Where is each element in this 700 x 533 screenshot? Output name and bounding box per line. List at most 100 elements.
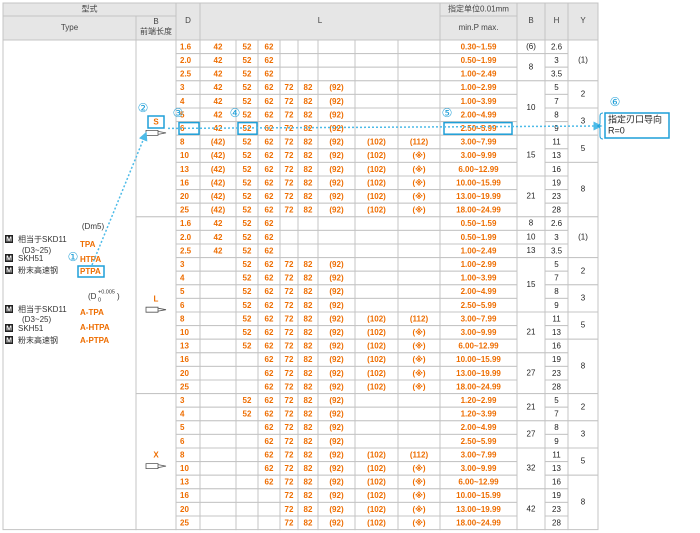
l-text: 82	[304, 151, 313, 160]
y-cell	[567, 393, 599, 422]
h-text: 13	[552, 464, 561, 473]
l-cell	[297, 53, 319, 68]
l-text: 72	[285, 151, 294, 160]
mark: M	[6, 306, 12, 313]
l-cell	[257, 515, 281, 531]
p-text: 1.00~2.49	[461, 246, 497, 255]
l-cell	[199, 352, 237, 367]
l-text: 52	[243, 233, 252, 242]
b-cell	[516, 447, 546, 490]
marker: ②	[138, 101, 149, 115]
l-cell	[354, 107, 399, 123]
l-text: (92)	[329, 301, 344, 310]
l-text: (92)	[329, 206, 344, 215]
l-text: 82	[304, 260, 313, 269]
l-cell	[354, 297, 399, 313]
y-text: 5	[581, 321, 586, 330]
d-text: 2.0	[180, 233, 192, 242]
h-text: 5	[554, 396, 559, 405]
mark-box	[5, 324, 13, 332]
l-text: 82	[304, 274, 313, 283]
highlight-box	[443, 121, 513, 135]
l-text: 82	[304, 437, 313, 446]
l-text: 62	[265, 42, 274, 51]
l-cell	[279, 229, 299, 245]
l-text: 62	[265, 369, 274, 378]
y-text: 8	[581, 362, 586, 371]
l-cell	[354, 393, 399, 408]
l-cell	[199, 284, 237, 299]
l-text: (102)	[367, 369, 386, 378]
l-text: (102)	[367, 138, 386, 147]
marker: ①	[68, 250, 79, 264]
l-cell	[354, 257, 399, 272]
p-text: 6.00~12.99	[458, 342, 499, 351]
l-text: (42)	[211, 165, 226, 174]
l-text: 42	[214, 70, 223, 79]
l-cell	[199, 297, 237, 313]
l-text: (92)	[329, 491, 344, 500]
l-text: 42	[214, 56, 223, 65]
mark-box	[5, 235, 13, 243]
l-text: 82	[304, 382, 313, 391]
h-text: 28	[552, 518, 561, 527]
l-text: (※)	[412, 368, 425, 378]
l-text: 82	[304, 138, 313, 147]
l-text: (102)	[367, 382, 386, 391]
l-cell	[397, 284, 441, 299]
l-text: 62	[265, 206, 274, 215]
l-text: (※)	[412, 504, 425, 514]
l-text: 52	[243, 219, 252, 228]
p-text: 2.00~4.99	[461, 110, 497, 119]
header-text: B	[528, 16, 533, 25]
l-text: 62	[265, 314, 274, 323]
p-text: 0.50~1.99	[461, 233, 497, 242]
l-text: 42	[214, 124, 223, 133]
h-text: 19	[552, 491, 561, 500]
l-text: 82	[304, 423, 313, 432]
l-cell	[279, 39, 299, 55]
l-text: 52	[243, 274, 252, 283]
l-cell	[397, 107, 441, 123]
header-cell	[567, 2, 599, 41]
l-cell	[397, 393, 441, 408]
l-text: 42	[214, 246, 223, 255]
d-text: 4	[180, 97, 185, 106]
l-text: (42)	[211, 192, 226, 201]
l-cell	[397, 93, 441, 109]
y-text: 2	[581, 90, 586, 99]
l-cell	[235, 447, 259, 463]
annotations: ① ② ③ ④ ⑤ ⑥ 指定刃口导向 R=0	[68, 95, 670, 266]
l-text: 72	[285, 314, 294, 323]
tool-cell	[135, 216, 177, 395]
p-text: 0.50~1.59	[461, 219, 497, 228]
header-text: 指定单位0.01mm	[448, 4, 509, 14]
l-cell	[199, 474, 237, 490]
l-text: 62	[265, 437, 274, 446]
l-text: (92)	[329, 124, 344, 133]
l-cell	[397, 433, 441, 449]
l-text: 82	[304, 178, 313, 187]
l-text: 82	[304, 369, 313, 378]
l-cell	[199, 393, 237, 408]
h-text: 3	[554, 233, 559, 242]
d-text: 10	[180, 464, 189, 473]
l-cell	[199, 461, 237, 476]
l-text: 52	[243, 56, 252, 65]
highlight-box	[178, 121, 200, 135]
l-cell	[397, 406, 441, 422]
l-text: 52	[243, 124, 252, 133]
l-cell	[235, 379, 259, 395]
l-cell	[235, 474, 259, 490]
code: HTPA	[80, 255, 101, 264]
l-text: (102)	[367, 151, 386, 160]
p-text: 6.00~12.99	[458, 478, 499, 487]
p-text: 1.00~2.99	[461, 83, 497, 92]
p-text: 1.20~3.99	[461, 410, 497, 419]
l-text: 52	[243, 260, 252, 269]
l-cell	[397, 420, 441, 435]
type-cell	[2, 39, 137, 531]
l-text: (92)	[329, 464, 344, 473]
d-text: 8	[180, 450, 185, 459]
y-cell	[567, 257, 599, 286]
